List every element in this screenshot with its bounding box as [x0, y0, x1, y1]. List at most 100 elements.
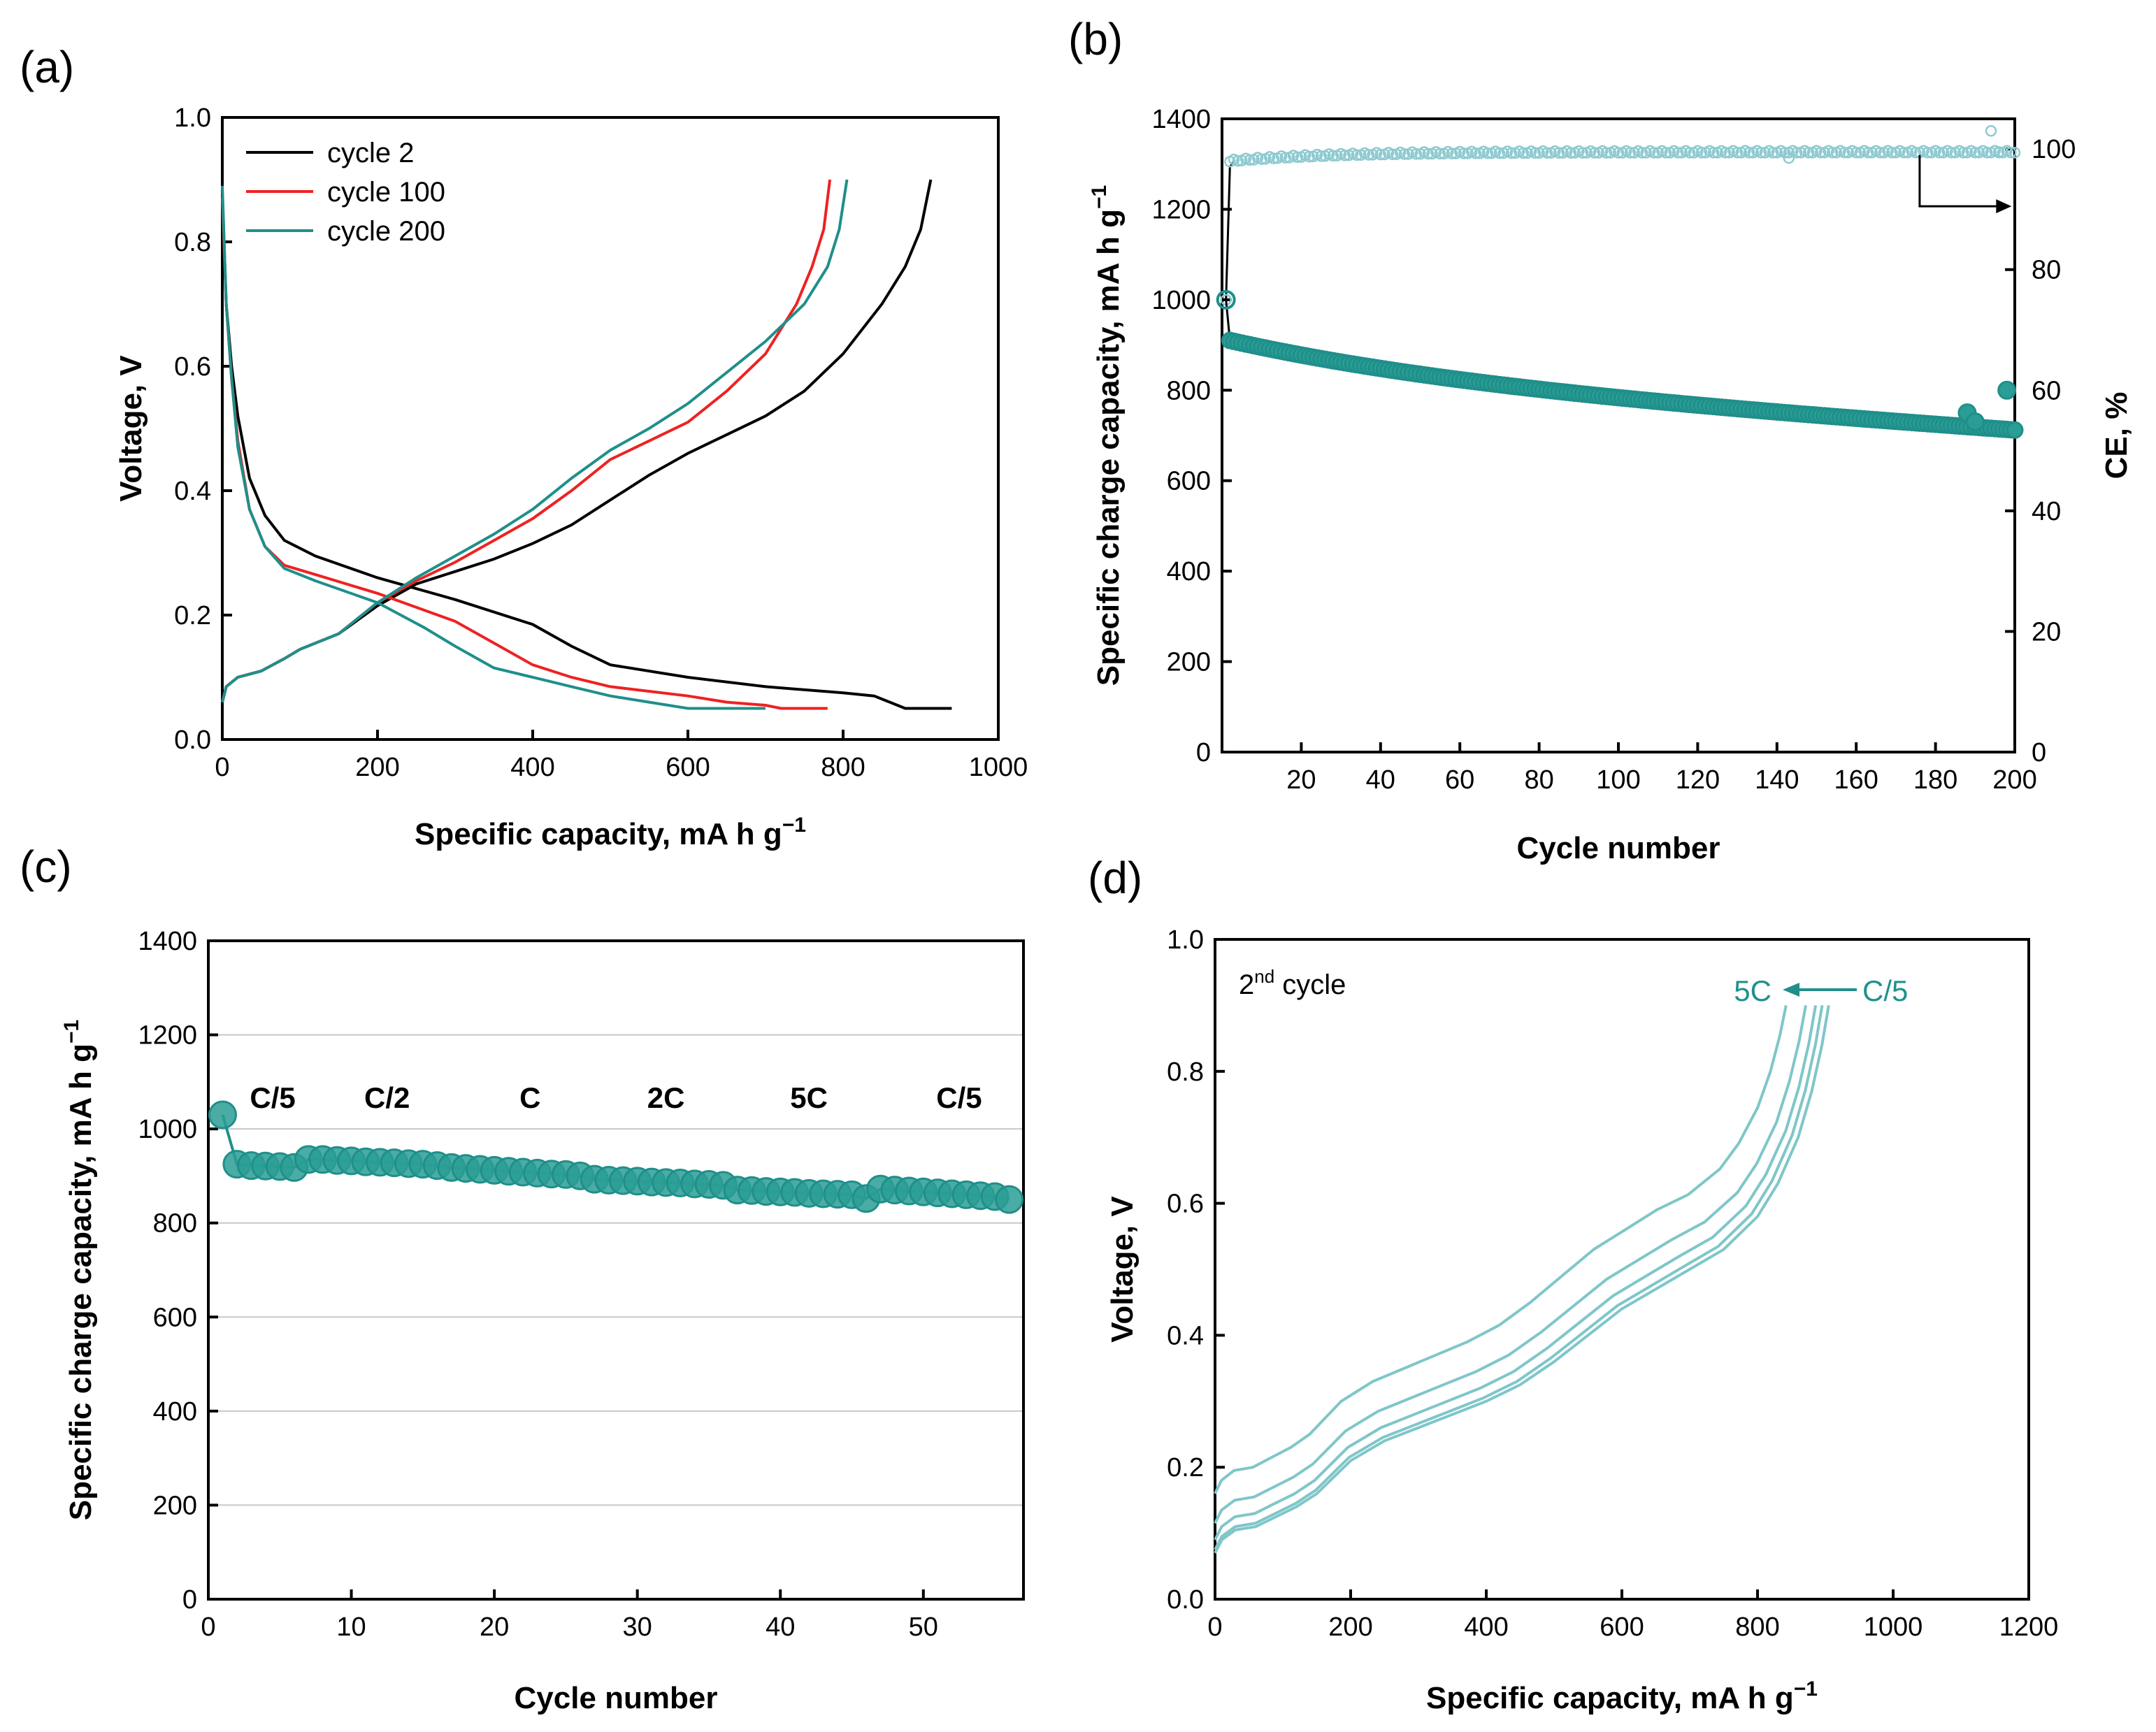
x-tick-label: 600 — [1600, 1612, 1644, 1642]
ce-point — [1398, 148, 1411, 160]
ce-point — [1446, 147, 1458, 159]
rate-label: 5C — [790, 1081, 828, 1114]
ce-point — [1327, 150, 1339, 162]
x-tick-label: 20 — [1286, 765, 1316, 795]
ce-point — [1267, 152, 1279, 164]
x-tick-label: 40 — [1366, 765, 1395, 795]
ce-point — [1767, 147, 1779, 159]
ce-point — [1719, 147, 1732, 159]
plot-area-b — [1221, 117, 2016, 753]
ce-point — [1517, 147, 1530, 159]
y-tick-label: 0 — [1196, 738, 1211, 767]
legend-label-1: cycle 2 — [327, 138, 415, 168]
y2-tick-label: 100 — [2032, 135, 2076, 164]
ce-point — [1339, 150, 1351, 161]
ce-point — [1529, 147, 1541, 159]
capacity-point — [995, 1185, 1024, 1214]
ce-point — [1755, 147, 1767, 159]
ce-point — [1624, 147, 1637, 159]
arrow-to-label: 5C — [1734, 974, 1771, 1007]
x-axis-title-a: Specific capacity, mA h g−1 — [415, 814, 806, 851]
x-tick-label: 1200 — [1999, 1612, 2059, 1642]
rate-arrow-head — [1783, 983, 1799, 997]
legend-label-2: cycle 100 — [327, 177, 445, 208]
rate-curve-2 — [1214, 1005, 1824, 1551]
y-tick-label: 0.8 — [174, 228, 211, 257]
ce-point — [1672, 147, 1684, 159]
rate-curve-4 — [1214, 1005, 1807, 1524]
capacity-point — [208, 1100, 237, 1130]
x-axis-title-d: Specific capacity, mA h g−1 — [1426, 1677, 1818, 1715]
plot-area-a — [221, 116, 1000, 741]
ce-point — [1374, 148, 1387, 161]
chart-panel-a: 0 200 400 600 800 1000 0.0 0.2 0.4 0.6 0.8 1.0 cycle… — [114, 103, 1028, 851]
y-axis-title-c-sup: −1 — [60, 1020, 83, 1044]
series-3-discharge-line — [221, 185, 766, 710]
chart-panel-b: 20 40 60 80 100 120 140 160 180 20002004006008001… — [1088, 105, 2134, 865]
ce-point — [1874, 147, 1886, 159]
ce-point — [1826, 147, 1839, 159]
rate-label: C/5 — [250, 1081, 295, 1114]
ce-point — [1946, 147, 1957, 159]
ce-point — [1695, 147, 1708, 159]
ce-point — [1922, 147, 1934, 159]
x-tick-label: 0 — [1207, 1612, 1222, 1642]
ce-point — [1291, 151, 1303, 164]
x-tick-label: 0 — [201, 1612, 215, 1642]
x-tick-label: 400 — [1464, 1612, 1508, 1642]
y-tick-label: 600 — [1167, 467, 1211, 496]
ce-initial-line — [1225, 160, 1235, 300]
x-tick-label: 600 — [666, 753, 710, 782]
x-tick-label: 200 — [355, 753, 399, 782]
y2-tick-label: 60 — [2032, 376, 2061, 405]
ce-point — [1541, 147, 1553, 159]
y-tick-label: 0.2 — [174, 601, 211, 630]
rate-label: C — [519, 1081, 540, 1114]
x-tick-label: 1000 — [969, 753, 1028, 782]
ce-point — [1422, 147, 1435, 160]
ce-point — [1612, 147, 1625, 159]
rate-label: C/2 — [364, 1081, 410, 1114]
y-tick-label: 1200 — [138, 1021, 197, 1051]
y2-axis-title-b-main: CE, % — [2099, 392, 2134, 479]
cycle-note-text: cycle — [1274, 969, 1346, 1000]
ce-point — [1838, 147, 1850, 159]
rate-curve-5 — [1214, 1004, 1788, 1494]
y2-tick-label: 0 — [2032, 738, 2046, 767]
y-tick-label: 400 — [1167, 557, 1211, 586]
series-1-charge-line — [221, 179, 933, 703]
y-tick-label: 1.0 — [1167, 925, 1204, 955]
x-tick-label: 120 — [1676, 765, 1720, 795]
y-tick-label: 0.4 — [174, 477, 211, 506]
x-tick-label: 100 — [1596, 765, 1640, 795]
y2-axis-title-b: CE, % — [2099, 392, 2134, 479]
y-axis-title-c-main: Specific charge capacity, mA h g — [64, 1044, 98, 1520]
ce-point — [1363, 149, 1375, 161]
x-axis-title-d-main: Specific capacity, mA h g — [1426, 1681, 1794, 1715]
panel-label-a: (a) — [20, 42, 74, 92]
x-axis-title-b: Cycle number — [1517, 831, 1720, 865]
x-tick-label: 20 — [480, 1612, 509, 1642]
ce-point — [1934, 147, 1946, 159]
ce-point — [1434, 147, 1446, 160]
ce-point — [1232, 155, 1244, 167]
cycle-note-sup: nd — [1254, 966, 1274, 987]
y-tick-label: 1200 — [1151, 195, 1211, 224]
ce-point — [1910, 147, 1922, 159]
ce-point — [1683, 147, 1696, 159]
ce-point — [1802, 147, 1815, 159]
x-tick-label: 50 — [909, 1612, 938, 1642]
y-tick-label: 0.2 — [1167, 1453, 1204, 1482]
x-axis-title-b-main: Cycle number — [1517, 831, 1720, 865]
ce-point — [1244, 154, 1256, 166]
ce-axis-arrow-line — [1918, 154, 1999, 208]
ce-point — [1576, 147, 1589, 159]
x-tick-label: 800 — [1735, 1612, 1779, 1642]
ce-point — [1588, 147, 1601, 159]
x-tick-label: 400 — [510, 753, 554, 782]
y-tick-label: 600 — [153, 1303, 197, 1332]
ce-point — [1458, 147, 1470, 159]
x-tick-label: 200 — [1328, 1612, 1372, 1642]
rate-label: C/5 — [936, 1081, 982, 1114]
ce-point — [1481, 147, 1494, 159]
